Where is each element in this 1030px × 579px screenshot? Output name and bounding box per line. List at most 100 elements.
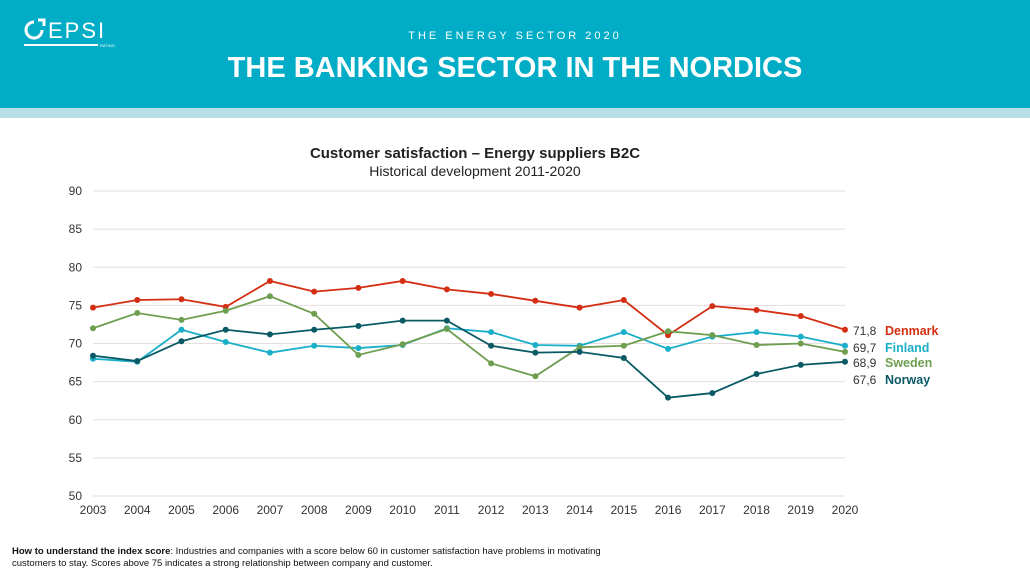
x-tick-label: 2012 — [478, 503, 505, 517]
data-point-finland — [355, 345, 362, 352]
x-tick-label: 2004 — [124, 503, 151, 517]
x-tick-label: 2009 — [345, 503, 372, 517]
x-tick-label: 2020 — [832, 503, 859, 517]
data-point-finland — [842, 342, 848, 349]
x-tick-label: 2013 — [522, 503, 549, 517]
y-tick-label: 70 — [69, 337, 83, 351]
data-point-denmark — [90, 304, 96, 311]
data-point-denmark — [311, 288, 318, 295]
x-tick-label: 2011 — [434, 503, 460, 517]
x-tick-label: 2017 — [699, 503, 726, 517]
series-label-norway: Norway — [885, 373, 930, 387]
data-point-sweden — [134, 310, 141, 316]
data-point-sweden — [311, 310, 318, 317]
data-point-norway — [797, 361, 804, 368]
data-point-denmark — [399, 277, 406, 284]
data-point-norway — [134, 358, 141, 365]
series-label-finland: Finland — [885, 341, 929, 355]
data-point-finland — [266, 349, 273, 356]
data-point-sweden — [488, 360, 495, 367]
data-point-norway — [576, 348, 583, 355]
end-value-label: 67,6 — [853, 373, 877, 387]
y-tick-label: 75 — [69, 298, 83, 312]
data-point-finland — [311, 342, 318, 349]
data-point-finland — [665, 345, 672, 352]
data-point-denmark — [355, 284, 362, 291]
data-point-denmark — [842, 326, 848, 333]
series-line-sweden — [92, 295, 846, 378]
x-tick-label: 2019 — [787, 503, 814, 517]
data-point-sweden — [753, 342, 760, 349]
data-point-sweden — [399, 341, 406, 348]
data-point-norway — [399, 317, 406, 324]
data-point-sweden — [576, 344, 583, 351]
data-point-sweden — [178, 316, 185, 323]
data-point-norway — [222, 326, 229, 333]
data-point-finland — [753, 329, 760, 336]
x-tick-label: 2015 — [610, 503, 637, 517]
x-tick-label: 2008 — [301, 503, 328, 517]
data-point-denmark — [266, 277, 273, 284]
data-point-denmark — [576, 304, 583, 311]
data-point-sweden — [842, 348, 848, 355]
x-tick-label: 2016 — [655, 503, 682, 517]
series-line-norway — [92, 319, 846, 399]
data-point-sweden — [443, 326, 450, 333]
data-point-norway — [532, 349, 539, 356]
data-point-sweden — [797, 340, 804, 347]
y-tick-label: 80 — [69, 260, 83, 274]
data-point-norway — [709, 390, 716, 397]
data-point-sweden — [355, 351, 362, 358]
y-tick-label: 60 — [69, 413, 83, 427]
data-point-finland — [178, 326, 185, 333]
series-label-denmark: Denmark — [885, 324, 939, 338]
svg-text:EPSI: EPSI — [48, 18, 106, 43]
data-point-norway — [178, 338, 185, 345]
data-point-denmark — [134, 297, 141, 304]
data-point-denmark — [620, 297, 627, 304]
data-point-denmark — [178, 296, 185, 303]
chart-title: Customer satisfaction – Energy suppliers… — [309, 145, 641, 162]
data-point-sweden — [532, 373, 539, 380]
data-point-denmark — [709, 303, 716, 310]
data-point-norway — [266, 331, 273, 338]
end-value-label: 68,9 — [853, 356, 877, 370]
y-tick-label: 90 — [69, 184, 83, 198]
series-line-denmark — [92, 280, 846, 337]
footnote-bold: How to understand the index score — [12, 546, 171, 557]
data-point-norway — [90, 352, 96, 359]
data-point-sweden — [266, 293, 273, 300]
data-point-denmark — [488, 290, 495, 297]
data-point-denmark — [797, 313, 804, 320]
x-tick-label: 2018 — [743, 503, 770, 517]
epsi-logo: EPSI RATING — [24, 18, 115, 48]
svg-text:RATING: RATING — [100, 43, 115, 48]
x-tick-label: 2010 — [389, 503, 416, 517]
data-point-sweden — [222, 307, 229, 314]
footnote: How to understand the index score: Indus… — [12, 546, 632, 570]
data-point-norway — [842, 358, 848, 365]
y-tick-label: 55 — [69, 451, 83, 465]
header-banner: EPSI RATING THE ENERGY SECTOR 2020 THE B… — [0, 0, 1030, 108]
data-point-norway — [488, 342, 495, 349]
end-value-label: 71,8 — [853, 324, 877, 338]
footnote-text: : Industries and companies with a score … — [12, 546, 601, 569]
header-band — [0, 108, 1030, 118]
data-point-finland — [222, 338, 229, 345]
x-tick-label: 2014 — [566, 503, 593, 517]
data-point-denmark — [443, 286, 450, 293]
data-point-finland — [488, 329, 495, 336]
data-point-norway — [355, 322, 362, 329]
data-point-finland — [532, 342, 539, 349]
chart-subtitle: Historical development 2011-2020 — [369, 163, 581, 179]
data-point-norway — [753, 371, 760, 377]
supertitle: THE ENERGY SECTOR 2020 — [408, 30, 622, 42]
data-point-finland — [620, 329, 627, 336]
data-point-denmark — [753, 306, 760, 313]
x-tick-label: 2006 — [212, 503, 239, 517]
data-point-norway — [665, 394, 672, 401]
data-point-sweden — [620, 342, 627, 349]
x-tick-label: 2007 — [257, 503, 284, 517]
page-title: THE BANKING SECTOR IN THE NORDICS — [227, 52, 803, 84]
